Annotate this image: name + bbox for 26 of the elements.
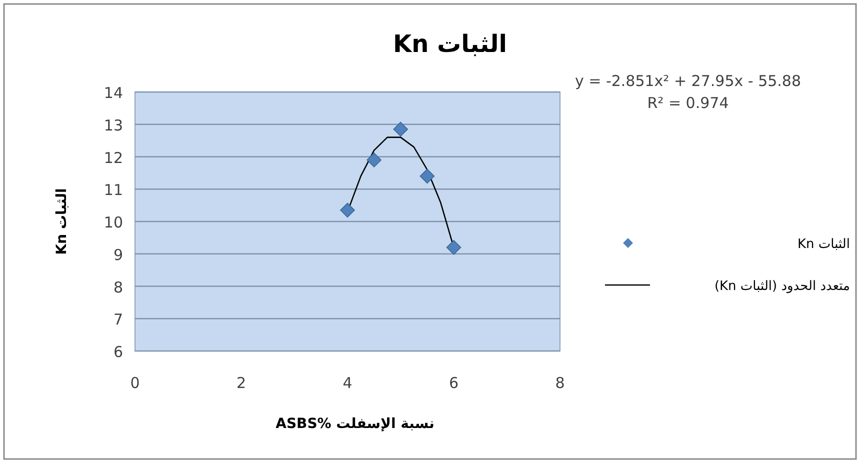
chart-title: الثبات Kn <box>392 30 508 58</box>
x-axis-title: نسبة الإسفلت %ASBS <box>276 416 434 432</box>
y-axis-title: الثبات Kn <box>54 188 70 255</box>
y-tick-label: 9 <box>113 246 123 264</box>
y-tick-label: 14 <box>104 84 123 102</box>
x-tick-label: 6 <box>448 374 459 392</box>
y-tick-label: 8 <box>113 278 123 296</box>
text: y = -2.851x² + 27.95x - 55.88 <box>574 72 802 90</box>
x-tick-label: 0 <box>130 374 140 392</box>
text: R² = 0.974 <box>647 94 729 112</box>
y-tick-label: 11 <box>104 181 123 200</box>
y-tick-label: 10 <box>104 214 123 232</box>
text: الثبات Kn <box>797 237 850 252</box>
point <box>446 240 462 255</box>
y-tick-label: 6 <box>113 343 123 361</box>
y-tick-label: 13 <box>104 116 123 134</box>
y-tick-label: 7 <box>113 310 123 329</box>
point <box>340 202 355 218</box>
point <box>420 168 435 184</box>
text: متعدد الحدود (الثبات Kn) <box>714 279 850 294</box>
point <box>366 152 382 168</box>
x-tick-label: 2 <box>236 374 246 392</box>
y-tick-label: 12 <box>104 148 123 167</box>
x-tick-label: 8 <box>555 374 565 392</box>
point <box>393 122 408 137</box>
x-tick-label: 4 <box>342 374 352 392</box>
